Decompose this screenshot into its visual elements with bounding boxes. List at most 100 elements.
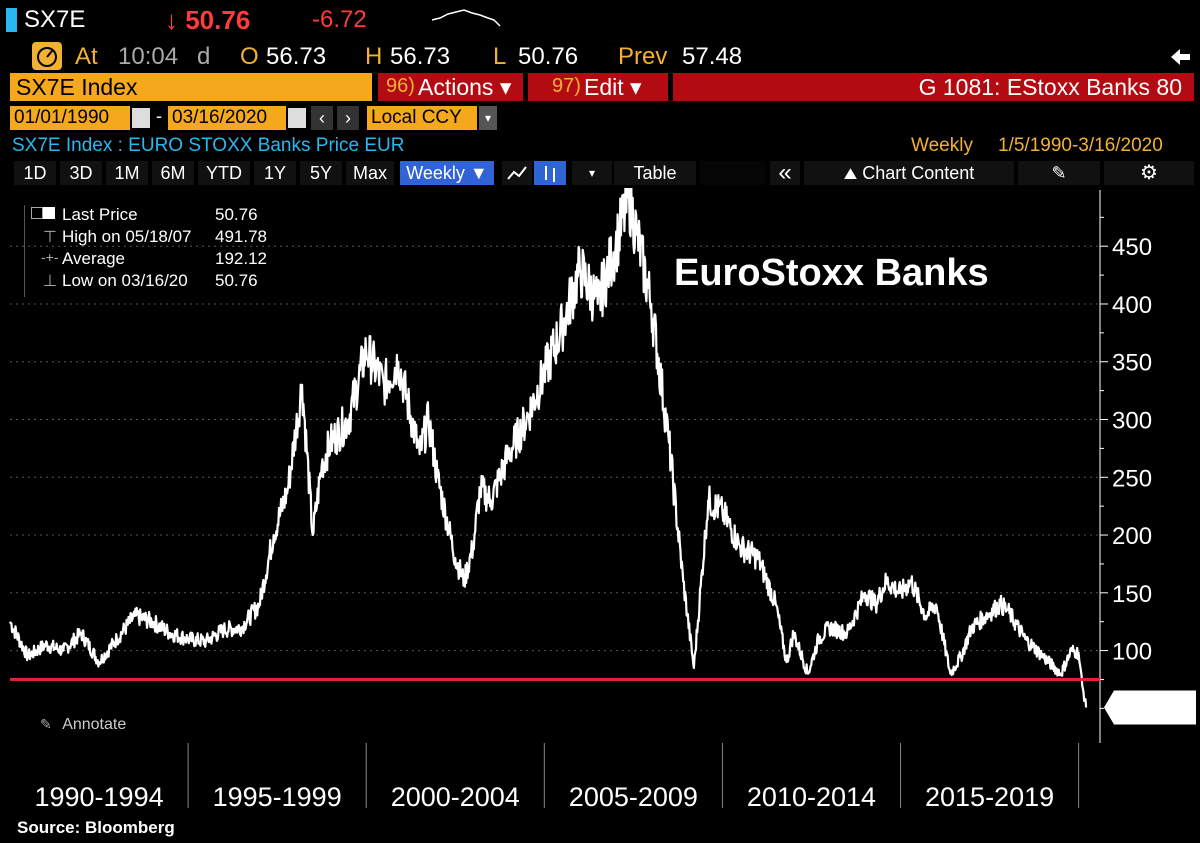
security-field[interactable]: SX7E Index xyxy=(10,73,372,101)
popout-icon[interactable] xyxy=(1168,44,1194,68)
ticker-symbol: SX7E xyxy=(24,6,86,33)
period-label: 2015-2019 xyxy=(925,782,1054,812)
range-max-button[interactable]: Max xyxy=(346,161,394,185)
calendar-icon[interactable] xyxy=(132,108,150,128)
last-time: 10:04 xyxy=(118,43,179,70)
y-tick-label: 350 xyxy=(1112,350,1152,377)
gauge-icon[interactable] xyxy=(32,42,62,70)
legend-label: Last Price xyxy=(62,205,138,224)
open-label: O xyxy=(240,43,259,70)
range-3d-button[interactable]: 3D xyxy=(60,161,102,185)
legend-label: High on 05/18/07 xyxy=(62,227,192,246)
sparkline-icon xyxy=(431,9,501,27)
legend-label: Low on 03/16/20 xyxy=(62,271,188,290)
graph-title-bar: G 1081: EStoxx Banks 80 xyxy=(673,73,1194,101)
edit-label: Edit ▾ xyxy=(584,74,642,100)
period-label: 1990-1994 xyxy=(34,782,163,812)
collapse-button[interactable]: « xyxy=(770,161,800,185)
last-price-tag-text: 50.76 xyxy=(1117,695,1177,722)
edit-number: 97) xyxy=(552,75,581,97)
price-chart[interactable]: 1990-1994 1995-1999 2000-2004 2005-2009 2010… xyxy=(0,188,1200,843)
bar-chart-icon[interactable] xyxy=(534,161,566,185)
date-dash: - xyxy=(156,106,162,126)
legend-value: 50.76 xyxy=(215,271,258,290)
prev-value: 57.48 xyxy=(682,43,743,70)
range-5y-button[interactable]: 5Y xyxy=(300,161,342,185)
pencil-icon: ✎ xyxy=(40,716,52,732)
chart-content-icon: ⛰ xyxy=(843,166,858,183)
command-bar: SX7E Index 96) Actions ▾ 97) Edit ▾ G 10… xyxy=(0,72,1200,102)
period-axis: 1990-1994 1995-1999 2000-2004 2005-2009 2010… xyxy=(34,743,1080,812)
period-label: 1995-1999 xyxy=(213,782,342,812)
edit-menu[interactable]: 97) Edit ▾ xyxy=(528,73,668,101)
security-name: SX7E Index xyxy=(16,74,138,100)
range-1y-button[interactable]: 1Y xyxy=(254,161,296,185)
chart-type-dropdown-icon[interactable]: ▾ xyxy=(572,161,612,185)
security-description: SX7E Index : EURO STOXX Banks Price EUR xyxy=(12,135,405,156)
actions-number: 96) xyxy=(386,75,415,97)
toolbar-spacer xyxy=(700,161,766,185)
start-date: 01/01/1990 xyxy=(14,107,110,128)
end-date-field[interactable]: 03/16/2020 xyxy=(168,106,286,130)
end-date: 03/16/2020 xyxy=(172,107,268,128)
y-tick-label: 300 xyxy=(1112,408,1152,435)
legend-value: 50.76 xyxy=(215,205,258,224)
net-change: -6.72 xyxy=(312,6,367,33)
range-bar: 01/01/1990 - 03/16/2020 ‹ › Local CCY ▾ xyxy=(0,104,1200,132)
high-label: H xyxy=(365,43,383,70)
legend-swatch-icon xyxy=(43,207,55,219)
next-period-button[interactable]: › xyxy=(337,106,359,130)
high-marker-icon: ⊤ xyxy=(43,229,57,246)
edit-chart-icon[interactable]: ✎ xyxy=(1018,161,1100,185)
y-tick-label: 250 xyxy=(1112,465,1152,492)
legend-collapse-icon[interactable] xyxy=(31,207,43,219)
periodicity-label: Weekly xyxy=(911,135,973,156)
currency-select[interactable]: Local CCY xyxy=(367,106,477,130)
prev-label: Prev xyxy=(618,43,668,70)
chart-content-label: Chart Content xyxy=(862,163,975,183)
price-line xyxy=(9,188,1088,708)
frequency-select[interactable]: Weekly ▼ xyxy=(400,161,494,185)
chart-toolbar: 1D 3D 1M 6M YTD 1Y 5Y Max Weekly ▼ ▾ Tab… xyxy=(0,160,1200,187)
chevron-down-icon[interactable]: ▾ xyxy=(479,106,497,130)
low-value: 50.76 xyxy=(518,43,579,70)
ohlc-bar: At 10:04 d O 56.73 H 56.73 L 50.76 Prev … xyxy=(0,40,1200,72)
last-price-tag: 50.76 xyxy=(1104,690,1196,725)
y-tick-label: 200 xyxy=(1112,523,1152,550)
low-label: L xyxy=(493,43,507,70)
date-range-label: 1/5/1990-3/16/2020 xyxy=(998,135,1163,156)
range-1m-button[interactable]: 1M xyxy=(106,161,148,185)
annotate-tool[interactable]: ✎ Annotate xyxy=(40,716,126,734)
quote-header: SX7E ↓ 50.76 -6.72 xyxy=(0,0,1200,40)
period-label: 2010-2014 xyxy=(747,782,876,812)
gear-icon[interactable]: ⚙ xyxy=(1104,161,1194,185)
actions-menu[interactable]: 96) Actions ▾ xyxy=(378,73,523,101)
start-date-field[interactable]: 01/01/1990 xyxy=(10,106,130,130)
calendar-icon[interactable] xyxy=(288,108,306,128)
range-6m-button[interactable]: 6M xyxy=(152,161,194,185)
legend-value: 491.78 xyxy=(215,227,267,246)
y-axis: 100 150 200 250 300 350 400 450 xyxy=(1099,190,1152,743)
range-1d-button[interactable]: 1D xyxy=(14,161,56,185)
line-chart-icon[interactable] xyxy=(502,161,532,185)
info-bar: SX7E Index : EURO STOXX Banks Price EUR … xyxy=(0,134,1200,158)
last-price: ↓ 50.76 xyxy=(165,5,251,35)
chart-title: EuroStoxx Banks xyxy=(674,252,989,294)
chart-legend: Last Price 50.76 ⊤ High on 05/18/07 491.… xyxy=(24,205,285,297)
period-label: 2005-2009 xyxy=(569,782,698,812)
legend-value: 192.12 xyxy=(215,249,267,268)
period-label: 2000-2004 xyxy=(391,782,520,812)
range-ytd-button[interactable]: YTD xyxy=(198,161,250,185)
open-value: 56.73 xyxy=(266,43,327,70)
annotate-label: Annotate xyxy=(62,716,127,733)
chart-content-button[interactable]: ⛰ Chart Content xyxy=(804,161,1014,185)
currency-value: Local CCY xyxy=(371,107,462,128)
low-marker-icon: ⊥ xyxy=(43,273,57,290)
average-marker-icon: -+- xyxy=(41,249,59,265)
ticker-marker xyxy=(6,8,17,32)
prev-period-button[interactable]: ‹ xyxy=(311,106,333,130)
y-tick-label: 100 xyxy=(1112,639,1152,666)
graph-title: G 1081: EStoxx Banks 80 xyxy=(918,74,1182,100)
source-note: Source: Bloomberg xyxy=(17,818,175,837)
table-button[interactable]: Table xyxy=(614,161,696,185)
